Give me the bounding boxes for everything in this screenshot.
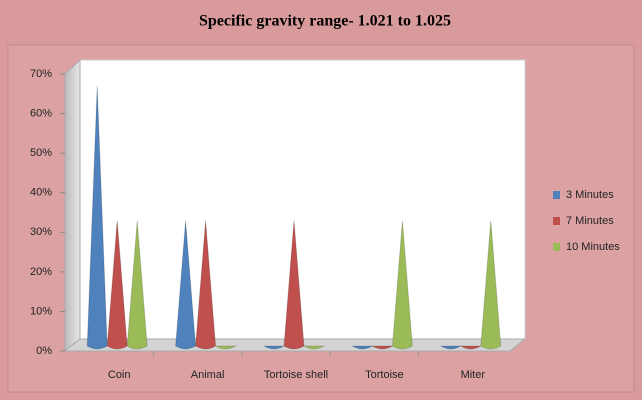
x-tick-label: Miter [461,369,486,381]
x-tick-label: Animal [191,369,225,381]
cone [126,220,148,350]
legend-swatch [553,243,560,251]
y-tick-label: 50% [30,147,52,159]
y-tick-label: 0% [36,345,52,357]
x-tick-label: Coin [108,369,131,381]
y-tick-label: 30% [30,226,52,238]
y-tick-label: 20% [30,266,52,278]
cone [391,220,413,350]
cone [213,345,238,350]
legend-label: 3 Minutes [566,189,614,201]
x-tick-label: Tortoise [365,369,404,381]
legend-swatch [553,191,560,199]
x-tick-label: Tortoise shell [264,369,328,381]
cone [480,220,502,350]
legend-swatch [553,217,560,225]
plot-side-wall [64,58,81,353]
y-tick-label: 60% [30,107,52,119]
y-tick-label: 10% [30,305,52,317]
chart-title: Specific gravity range- 1.021 to 1.025 [199,13,451,30]
y-tick-label: 40% [30,187,52,199]
y-tick-label: 70% [30,68,52,80]
legend-label: 10 Minutes [566,241,620,253]
legend-label: 7 Minutes [566,215,614,227]
cone [302,345,326,350]
plot-back-wall [79,59,526,340]
